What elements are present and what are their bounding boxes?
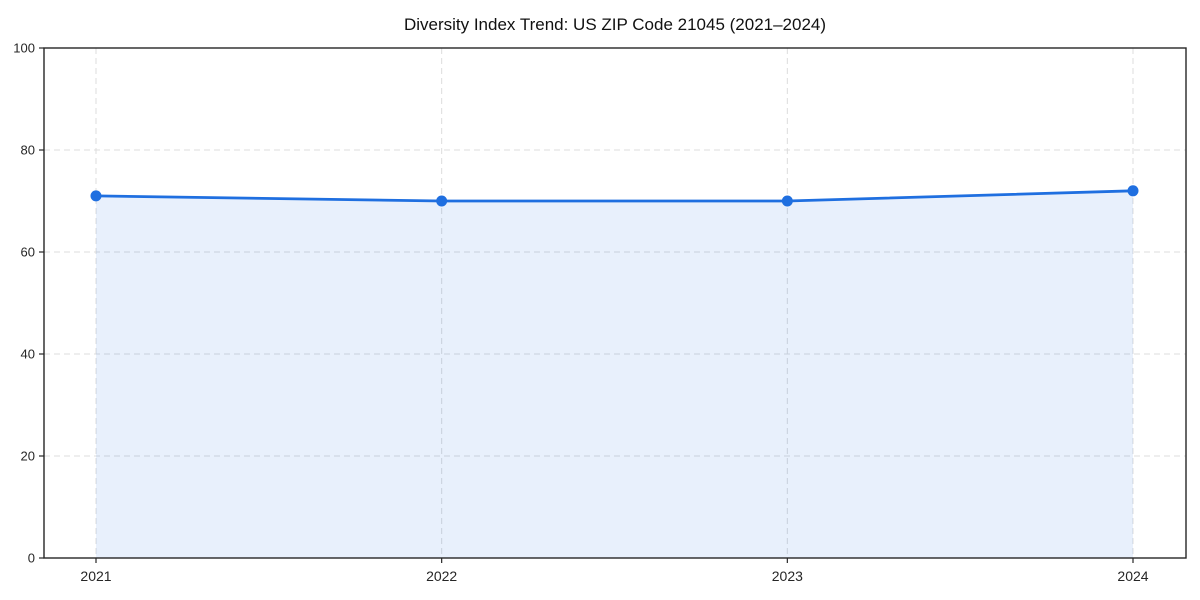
data-point xyxy=(90,190,102,202)
y-tick-label: 60 xyxy=(21,245,35,260)
x-tick-label: 2023 xyxy=(772,568,803,584)
y-tick-label: 40 xyxy=(21,347,35,362)
y-tick-label: 0 xyxy=(28,551,35,566)
plot-frame xyxy=(43,47,1187,559)
chart-title: Diversity Index Trend: US ZIP Code 21045… xyxy=(403,15,827,34)
area-fill xyxy=(96,190,1133,559)
y-tick-label: 100 xyxy=(13,41,35,56)
y-tick-label: 80 xyxy=(21,143,35,158)
x-tick-label: 2021 xyxy=(80,568,111,584)
data-point xyxy=(1127,185,1139,197)
trend-line xyxy=(94,189,1135,203)
x-tick-label: 2024 xyxy=(1117,568,1148,584)
x-tick-label: 2022 xyxy=(426,568,457,584)
y-tick-label: 20 xyxy=(21,449,35,464)
data-point xyxy=(436,195,448,207)
data-point xyxy=(781,195,793,207)
